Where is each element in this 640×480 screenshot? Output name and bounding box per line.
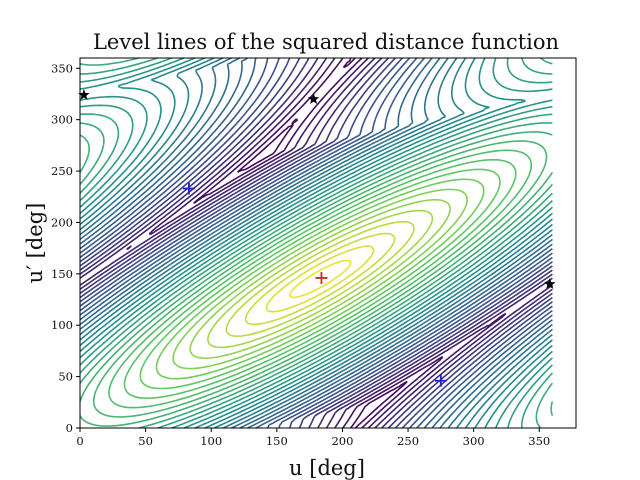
contour-level bbox=[123, 158, 517, 399]
contour-level bbox=[79, 57, 553, 429]
marker-plus-blue bbox=[182, 182, 195, 195]
contour-level bbox=[79, 57, 553, 429]
y-tick-label: 50 bbox=[58, 370, 73, 384]
x-tick-label: 200 bbox=[331, 434, 353, 448]
x-tick-label: 150 bbox=[266, 434, 288, 448]
marker-star-black bbox=[544, 278, 556, 289]
x-tick-label: 0 bbox=[76, 434, 83, 448]
contour-level bbox=[79, 57, 553, 429]
contour-level bbox=[79, 57, 553, 429]
contour-level bbox=[108, 149, 533, 409]
contour-level bbox=[79, 57, 553, 429]
marker-star-black bbox=[307, 93, 320, 104]
chart-title: Level lines of the squared distance func… bbox=[93, 30, 559, 54]
y-tick-label: 300 bbox=[51, 113, 73, 127]
x-tick-label: 250 bbox=[397, 434, 419, 448]
markers bbox=[78, 89, 556, 387]
marker-star-black bbox=[78, 89, 90, 100]
x-tick-label: 100 bbox=[200, 434, 222, 448]
contour-level bbox=[79, 131, 554, 427]
contour-level bbox=[92, 140, 548, 418]
x-tick-label: 300 bbox=[463, 434, 485, 448]
contour-level bbox=[79, 57, 554, 429]
contour-level bbox=[79, 57, 553, 429]
contour-level bbox=[79, 57, 553, 429]
y-tick-label: 100 bbox=[51, 318, 73, 332]
contour-level bbox=[225, 220, 415, 337]
x-tick-label: 50 bbox=[138, 434, 153, 448]
contour-lines bbox=[79, 57, 554, 429]
contour-level bbox=[155, 178, 485, 380]
contour-level bbox=[193, 57, 444, 429]
y-axis-label: u′ [deg] bbox=[23, 203, 47, 284]
y-tick-label: 200 bbox=[51, 215, 73, 229]
x-axis: 0 50 100 150 200 250 300 350 bbox=[76, 428, 550, 448]
contour-level bbox=[189, 198, 451, 359]
y-tick-label: 150 bbox=[51, 267, 73, 281]
contour-level bbox=[139, 168, 501, 390]
contour-level bbox=[172, 188, 468, 370]
contour-level bbox=[236, 57, 408, 429]
contour-level bbox=[288, 259, 352, 299]
y-axis: 0 50 100 150 200 250 300 350 bbox=[51, 61, 80, 435]
plot-frame bbox=[79, 57, 577, 429]
x-tick-label: 350 bbox=[528, 434, 550, 448]
contour-level bbox=[126, 57, 507, 429]
y-tick-label: 250 bbox=[51, 164, 73, 178]
contour-level bbox=[79, 57, 553, 429]
contour-level bbox=[207, 209, 434, 349]
contour-level bbox=[79, 57, 553, 429]
contour-level bbox=[244, 232, 396, 326]
x-axis-label: u [deg] bbox=[289, 456, 365, 480]
y-tick-label: 350 bbox=[51, 61, 73, 75]
contour-level bbox=[265, 245, 375, 313]
y-tick-label: 0 bbox=[66, 421, 73, 435]
marker-plus-blue bbox=[434, 374, 447, 387]
marker-plus-red bbox=[315, 271, 328, 284]
